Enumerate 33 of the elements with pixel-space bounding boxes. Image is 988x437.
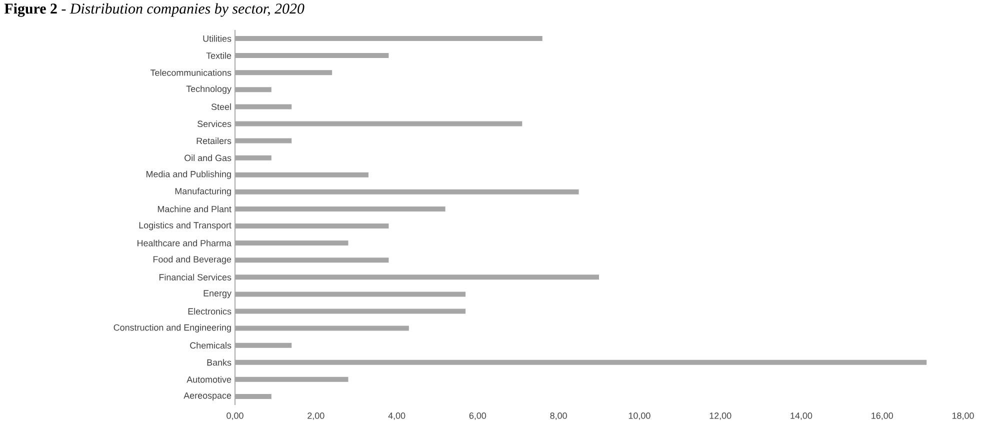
y-tick-label: Services [198,120,232,128]
y-tick-label: Manufacturing [175,188,231,196]
y-tick-label: Telecommunications [150,69,232,76]
x-tick-label: 10,00 [628,412,650,420]
y-tick-label: Food and Beverage [153,256,232,264]
x-tick-label: 16,00 [872,412,893,420]
y-tick-label: Utilities [203,35,232,42]
y-tick-label: Financial Services [159,274,232,280]
y-tick-label: Banks [207,359,232,366]
y-tick-label: Textile [206,52,232,59]
y-tick-label: Logistics and Transport [139,222,232,230]
x-tick-label: 8,00 [550,412,567,420]
x-tick-label: 2,00 [308,412,324,420]
y-tick-label: Oil and Gas [184,154,232,162]
y-tick-label: Healthcare and Pharma [138,240,232,246]
y-tick-label: Steel [211,103,231,110]
y-tick-label: Media and Publishing [146,170,231,180]
x-tick-label: 14,00 [790,412,812,420]
y-tick-label: Retailers [196,137,232,144]
y-tick-label: Energy [204,290,232,298]
y-tick-label: Chemicals [190,342,232,349]
y-tick-label: Automotive [186,376,232,383]
chart-title: Figure 2 - Distribution companies by sector, 2020 [4,3,304,17]
x-tick-label: 18,00 [952,412,974,420]
x-tick-label: 0,00 [226,412,244,420]
y-tick-label: Technology [186,85,232,94]
x-tick-label: 12,00 [710,412,732,420]
x-tick-label: 6,00 [469,412,486,420]
y-tick-label: Construction and Engineering [114,324,231,332]
x-tick-label: 4,00 [388,412,406,420]
y-tick-label: Electronics [188,308,232,315]
y-tick-label: Machine and Plant [158,206,232,212]
y-tick-label: Aereospace [184,392,232,400]
